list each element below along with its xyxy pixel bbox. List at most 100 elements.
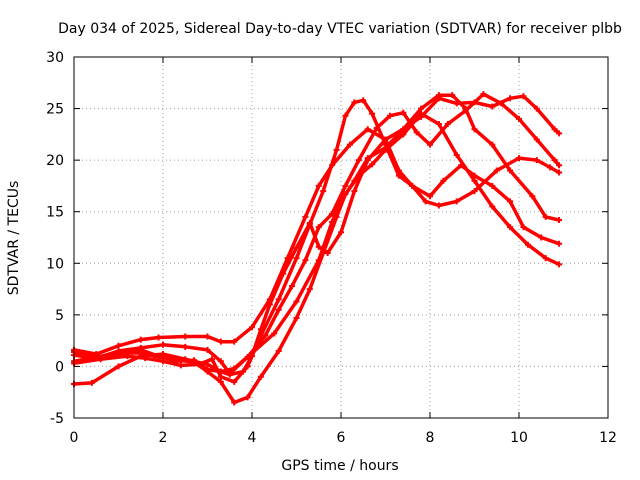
- data-point: [533, 105, 540, 112]
- x-axis-label: GPS time / hours: [281, 458, 398, 474]
- data-point: [542, 213, 549, 220]
- data-point: [529, 193, 536, 200]
- data-point: [471, 188, 478, 195]
- data-point: [382, 136, 389, 143]
- y-tick-label: 5: [55, 308, 64, 324]
- data-point: [240, 368, 247, 375]
- data-point: [142, 355, 149, 362]
- data-point: [507, 167, 514, 174]
- data-point: [173, 358, 180, 365]
- data-point: [516, 155, 522, 162]
- data-point: [386, 112, 393, 119]
- data-point: [306, 220, 313, 227]
- data-point: [556, 169, 563, 176]
- data-point: [320, 188, 327, 195]
- x-tick-label: 10: [510, 430, 528, 446]
- data-point: [435, 95, 442, 102]
- data-point: [556, 162, 563, 169]
- data-point: [115, 351, 122, 358]
- data-point: [302, 257, 309, 264]
- data-point: [556, 130, 563, 137]
- data-point: [444, 121, 451, 128]
- data-point: [342, 182, 349, 189]
- data-point: [369, 161, 376, 168]
- data-point: [293, 314, 300, 321]
- data-point: [427, 193, 433, 200]
- data-point: [306, 286, 313, 293]
- data-point: [556, 216, 563, 223]
- data-point: [462, 107, 469, 114]
- data-point: [115, 363, 122, 370]
- y-tick-label: 30: [46, 50, 64, 66]
- x-tick-label: 8: [426, 430, 435, 446]
- data-point: [226, 371, 233, 378]
- data-point: [293, 298, 300, 305]
- data-point: [217, 368, 224, 375]
- data-point: [249, 324, 255, 331]
- data-point: [355, 157, 362, 164]
- data-point: [418, 105, 425, 112]
- data-point: [364, 157, 371, 164]
- data-point: [440, 177, 447, 184]
- data-point: [115, 342, 122, 349]
- data-point: [453, 100, 460, 107]
- data-point: [507, 224, 514, 231]
- data-point: [249, 353, 255, 360]
- data-point: [217, 338, 224, 345]
- data-point: [427, 141, 433, 148]
- x-tick-label: 0: [70, 430, 79, 446]
- data-point: [257, 373, 264, 380]
- data-point: [289, 282, 296, 289]
- data-point: [137, 336, 144, 343]
- data-point: [204, 346, 211, 353]
- data-point: [453, 198, 460, 205]
- data-point: [409, 182, 416, 189]
- data-point: [516, 115, 522, 122]
- data-point: [177, 362, 184, 369]
- data-point: [480, 91, 487, 98]
- data-point: [449, 92, 456, 99]
- data-point: [333, 213, 340, 220]
- data-point: [551, 126, 558, 133]
- data-point: [542, 255, 549, 262]
- data-point: [244, 394, 251, 401]
- data-point: [547, 164, 554, 171]
- y-tick-label: 25: [46, 102, 64, 118]
- data-point: [217, 358, 224, 365]
- y-tick-label: 0: [55, 359, 64, 375]
- data-point: [217, 378, 224, 385]
- data-point: [342, 112, 349, 119]
- data-point: [208, 356, 215, 363]
- x-tick-label: 4: [248, 430, 257, 446]
- data-point: [551, 157, 558, 164]
- data-point: [182, 343, 189, 350]
- data-point: [257, 326, 264, 333]
- data-point: [266, 301, 273, 308]
- data-point: [88, 379, 95, 386]
- data-point: [137, 346, 144, 353]
- data-point: [231, 338, 238, 345]
- data-point: [275, 296, 282, 303]
- data-point: [400, 126, 407, 133]
- y-tick-label: 15: [46, 205, 64, 221]
- data-point: [422, 198, 429, 205]
- data-point: [556, 240, 563, 247]
- data-point: [275, 347, 282, 354]
- data-point: [360, 97, 367, 104]
- data-point: [204, 333, 211, 340]
- data-point: [217, 373, 224, 380]
- data-point: [182, 333, 189, 340]
- data-point: [373, 125, 380, 132]
- data-point: [520, 93, 527, 100]
- data-point: [507, 198, 514, 205]
- axes: 0 2 4 6 8 10 12 -5 0 5 10 15 20 25 30: [46, 50, 617, 446]
- data-point: [338, 229, 344, 236]
- data-point: [435, 121, 442, 128]
- data-point: [489, 103, 496, 110]
- data-point: [160, 341, 166, 348]
- x-tick-label: 12: [599, 430, 617, 446]
- plot-frame: [73, 56, 609, 419]
- data-point: [231, 399, 238, 406]
- data-point: [435, 202, 442, 209]
